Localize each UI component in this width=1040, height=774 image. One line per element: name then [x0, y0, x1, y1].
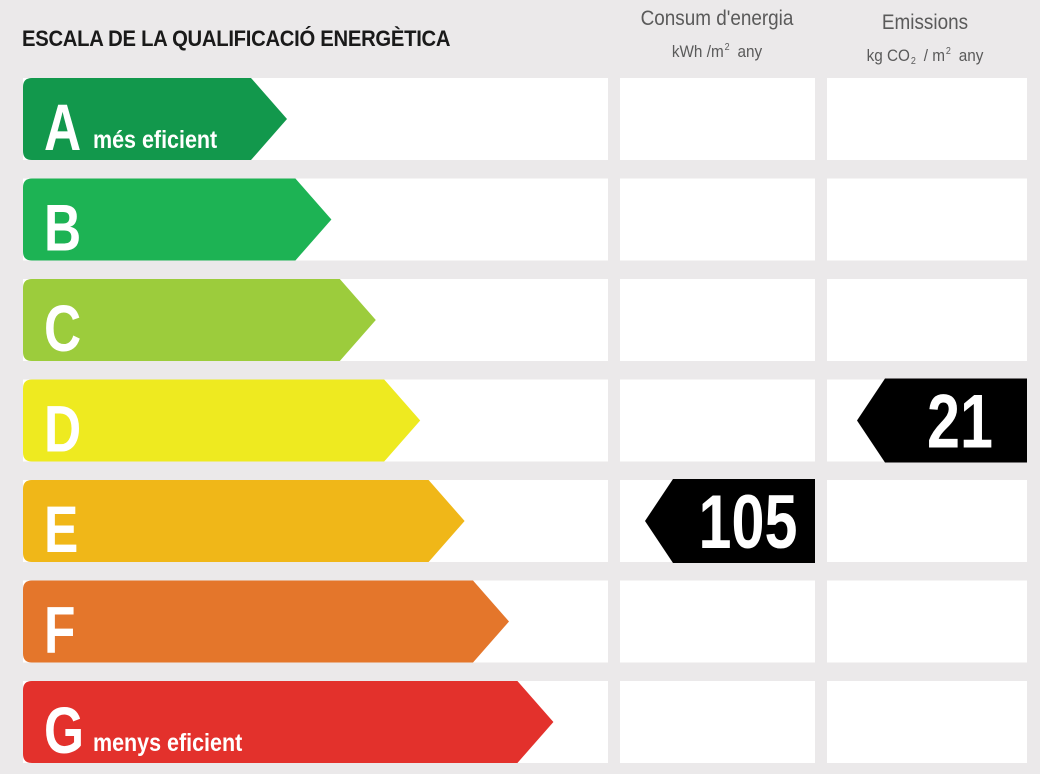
emissions-column-header: Emissions kg CO2 / m2 any: [820, 10, 1030, 73]
consum-column-header: Consum d'energia kWh /m2 any: [612, 6, 822, 63]
rating-sublabel-g: menys eficient: [93, 728, 242, 756]
rating-arrow-c: [23, 279, 376, 361]
consum-cell-d: [620, 379, 815, 462]
rating-arrow-b: [23, 178, 332, 261]
consum-cell-c: [620, 279, 815, 361]
rating-letter-a: A: [44, 90, 81, 165]
rating-letter-f: F: [44, 592, 75, 667]
consum-unit: kWh /m2 any: [671, 42, 763, 61]
consum-cell-b: [620, 178, 815, 261]
consum-cell-f: [620, 580, 815, 663]
rating-letter-e: E: [44, 492, 78, 567]
emissions-cell-g: [827, 681, 1027, 763]
emissions-title: Emissions: [881, 11, 969, 34]
emissions-cell-e: [827, 480, 1027, 562]
rating-arrow-f: [23, 580, 509, 663]
rating-sublabel-a: més eficient: [93, 125, 217, 153]
consum-value: 105: [699, 480, 798, 565]
emissions-unit: kg CO2 / m2 any: [866, 46, 984, 67]
emissions-marker: [857, 378, 1027, 463]
emissions-cell-f: [827, 580, 1027, 663]
consum-cell-a: [620, 78, 815, 160]
rating-letter-d: D: [44, 391, 81, 466]
rating-letter-c: C: [44, 291, 81, 366]
rating-letter-g: G: [44, 693, 84, 768]
rating-arrow-d: [23, 379, 421, 462]
consum-marker: [645, 479, 815, 563]
consum-title: Consum d'energia: [640, 7, 794, 30]
emissions-cell-b: [827, 178, 1027, 261]
rating-arrow-a: [23, 78, 287, 160]
rating-letter-b: B: [44, 190, 81, 265]
emissions-cell-a: [827, 78, 1027, 160]
rating-arrow-e: [23, 480, 465, 562]
chart-title: ESCALA DE LA QUALIFICACIÓ ENERGÈTICA: [22, 26, 451, 51]
consum-cell-g: [620, 681, 815, 763]
emissions-value: 21: [927, 379, 993, 464]
rating-arrow-g: [23, 681, 554, 763]
emissions-cell-c: [827, 279, 1027, 361]
